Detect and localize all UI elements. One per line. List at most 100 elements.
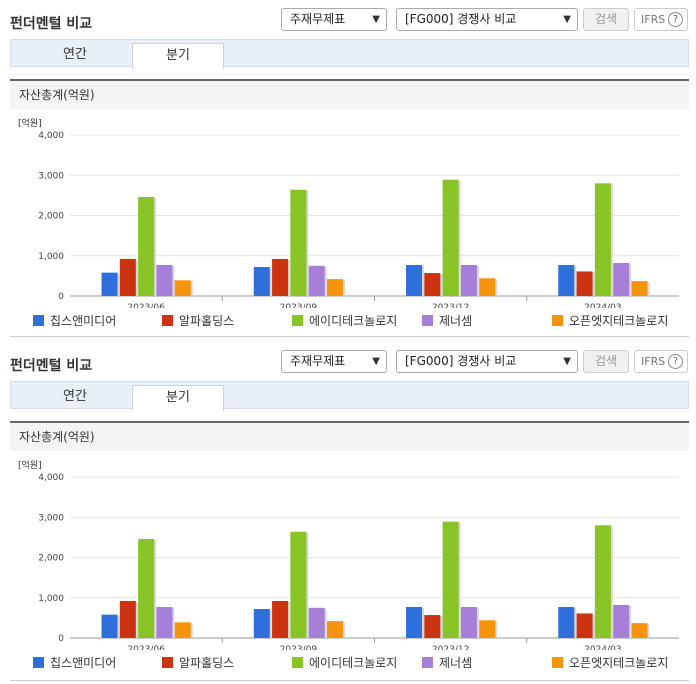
bar — [174, 280, 191, 296]
legend-item[interactable]: 제너셈 — [422, 312, 472, 329]
x-tick-label: 2023/12 — [432, 303, 469, 308]
x-tick-label: 2023/06 — [127, 645, 165, 650]
divider — [10, 336, 689, 337]
chevron-down-icon: ▼ — [372, 14, 380, 25]
bar — [594, 525, 611, 638]
statement-select-value: 주재무제표 — [290, 12, 346, 26]
bar — [272, 258, 289, 296]
help-icon[interactable]: ? — [668, 354, 683, 369]
legend-label: 제너셈 — [439, 314, 473, 328]
legend-swatch — [292, 657, 303, 668]
bar — [326, 279, 343, 296]
bar — [479, 620, 496, 638]
bar — [406, 607, 423, 638]
bar-chart: [억원] 0 1,000 2,000 3,000 4,000 2023/06 2023/09 2… — [10, 113, 689, 338]
legend-item[interactable]: 에이디테크놀로지 — [292, 654, 397, 671]
tab-quarterly[interactable]: 분기 — [132, 385, 224, 411]
legend-item[interactable]: 칩스앤미디어 — [33, 654, 116, 671]
legend-swatch — [292, 315, 303, 326]
unit-label: [억원] — [18, 459, 42, 471]
bar — [308, 607, 325, 638]
bar — [442, 521, 459, 638]
y-tick-label: 1,000 — [38, 252, 64, 262]
tab-annual[interactable]: 연간 — [63, 47, 87, 62]
legend-item[interactable]: 알파홀딩스 — [162, 654, 234, 671]
legend-label: 칩스앤미디어 — [50, 656, 117, 670]
legend-swatch — [422, 657, 433, 668]
legend-item[interactable]: 칩스앤미디어 — [33, 312, 116, 329]
comparison-select-value: [FG000] 경쟁사 비교 — [405, 12, 517, 26]
legend-item[interactable]: 제너셈 — [422, 654, 472, 671]
unit-label: [억원] — [18, 117, 42, 129]
bar — [119, 600, 136, 638]
legend-label: 에이디테크놀로지 — [309, 656, 398, 670]
ifrs-button[interactable]: IFRS ? — [634, 350, 688, 373]
tab-annual[interactable]: 연간 — [63, 389, 87, 404]
y-tick-label: 0 — [58, 292, 64, 302]
comparison-select[interactable]: [FG000] 경쟁사 비교 ▼ — [396, 350, 578, 373]
bar — [156, 607, 173, 638]
chart-svg: [억원] 0 1,000 2,000 3,000 4,000 2023/06 2023/09 2… — [18, 459, 679, 655]
x-tick-label: 2024/03 — [584, 303, 621, 308]
help-icon[interactable]: ? — [668, 12, 683, 27]
bar — [442, 179, 459, 296]
bar — [576, 613, 593, 638]
statement-select[interactable]: 주재무제표 ▼ — [281, 8, 387, 31]
bar — [174, 622, 191, 638]
ifrs-button[interactable]: IFRS ? — [634, 8, 688, 31]
bar — [406, 265, 423, 296]
x-tick-label: 2023/06 — [127, 303, 165, 308]
bar — [594, 183, 611, 296]
y-tick-label: 0 — [58, 634, 64, 644]
bar — [558, 265, 575, 296]
period-tabs: 연간 분기 — [10, 381, 689, 411]
bar — [119, 258, 136, 296]
ifrs-label: IFRS — [641, 13, 666, 26]
x-tick-label: 2023/12 — [432, 645, 469, 650]
legend-swatch — [162, 657, 173, 668]
legend-label: 오픈엣지테크놀로지 — [569, 314, 669, 328]
ifrs-label: IFRS — [641, 355, 666, 368]
comparison-select[interactable]: [FG000] 경쟁사 비교 ▼ — [396, 8, 578, 31]
y-tick-label: 1,000 — [38, 594, 64, 604]
legend-label: 에이디테크놀로지 — [309, 314, 398, 328]
x-tick-label: 2023/09 — [280, 303, 318, 308]
legend-swatch — [422, 315, 433, 326]
legend-swatch — [552, 657, 563, 668]
bar — [290, 531, 307, 638]
fundamental-panel-2: 펀더멘털 비교 주재무제표 ▼ [FG000] 경쟁사 비교 ▼ 검색 IFRS… — [0, 342, 696, 684]
section-title: 자산총계(억원) — [10, 79, 689, 109]
legend-swatch — [33, 657, 44, 668]
legend-item[interactable]: 오픈엣지테크놀로지 — [552, 312, 668, 329]
bar — [613, 262, 630, 296]
legend-item[interactable]: 오픈엣지테크놀로지 — [552, 654, 668, 671]
search-button[interactable]: 검색 — [583, 8, 629, 31]
statement-select[interactable]: 주재무제표 ▼ — [281, 350, 387, 373]
x-tick-label: 2024/03 — [584, 645, 621, 650]
bar — [424, 615, 441, 638]
bar — [460, 265, 477, 296]
chevron-down-icon: ▼ — [372, 356, 380, 367]
bar — [576, 271, 593, 296]
fundamental-panel-1: 펀더멘털 비교 주재무제표 ▼ [FG000] 경쟁사 비교 ▼ 검색 IFRS… — [10, 8, 689, 338]
y-tick-label: 2,000 — [38, 212, 64, 222]
bar — [613, 604, 630, 638]
legend-item[interactable]: 에이디테크놀로지 — [292, 312, 397, 329]
y-tick-label: 4,000 — [38, 131, 64, 141]
legend-swatch — [552, 315, 563, 326]
legend-label: 칩스앤미디어 — [50, 314, 117, 328]
bar — [272, 600, 289, 638]
legend-label: 오픈엣지테크놀로지 — [569, 656, 669, 670]
search-button[interactable]: 검색 — [583, 350, 629, 373]
bar — [138, 538, 155, 638]
legend-swatch — [162, 315, 173, 326]
tab-quarterly[interactable]: 분기 — [132, 43, 224, 69]
legend-item[interactable]: 알파홀딩스 — [162, 312, 234, 329]
statement-select-value: 주재무제표 — [290, 354, 346, 368]
bar — [290, 189, 307, 296]
period-tabs: 연간 분기 — [10, 39, 689, 69]
bar-chart: [억원] 0 1,000 2,000 3,000 4,000 2023/06 2023/09 2… — [10, 455, 689, 680]
chevron-down-icon: ▼ — [563, 356, 571, 367]
bar — [479, 278, 496, 296]
bar — [138, 196, 155, 296]
